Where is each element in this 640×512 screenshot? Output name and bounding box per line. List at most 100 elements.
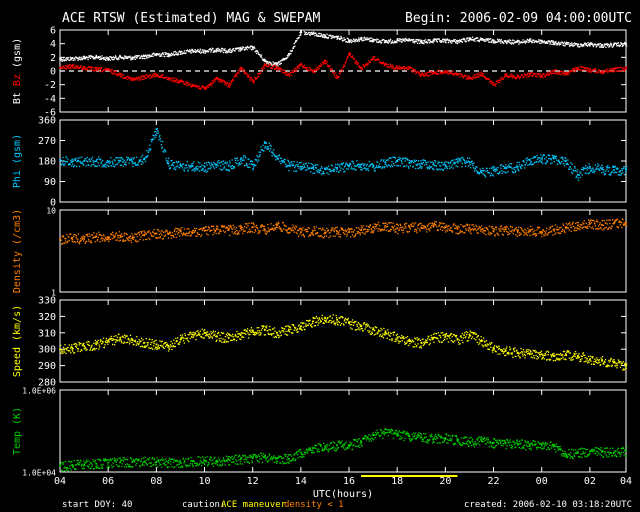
data-dot (391, 161, 393, 163)
data-dot (92, 69, 95, 72)
data-dot (356, 61, 358, 63)
data-dot (549, 226, 551, 228)
data-dot (624, 223, 626, 226)
data-point (444, 70, 447, 72)
data-dot (443, 163, 445, 165)
data-dot (570, 162, 572, 164)
data-dot (233, 76, 235, 78)
data-dot (280, 227, 282, 229)
data-dot (465, 160, 467, 162)
data-dot (378, 41, 380, 43)
data-dot (136, 156, 138, 158)
data-dot (192, 161, 195, 163)
data-dot (599, 46, 601, 48)
data-dot (503, 42, 505, 44)
data-dot (107, 237, 109, 240)
data-dot (553, 42, 555, 45)
data-point (203, 165, 206, 168)
data-dot (463, 159, 465, 162)
data-dot (452, 40, 454, 43)
data-dot (182, 80, 185, 83)
data-dot (152, 72, 155, 75)
data-dot (121, 76, 123, 79)
data-dot (366, 231, 368, 233)
data-dot (221, 50, 223, 52)
data-dot (241, 229, 243, 231)
data-dot (447, 73, 450, 75)
data-dot (540, 42, 542, 44)
data-dot (593, 171, 595, 174)
data-dot (598, 43, 600, 45)
data-dot (468, 165, 470, 167)
data-dot (163, 53, 165, 55)
data-dot (597, 168, 599, 170)
data-dot (194, 51, 197, 54)
data-dot (570, 227, 572, 229)
data-dot (543, 73, 545, 75)
data-dot (203, 52, 205, 54)
data-dot (142, 234, 144, 236)
data-dot (376, 227, 378, 230)
data-dot (606, 70, 608, 73)
data-dot (513, 230, 516, 232)
data-dot (387, 159, 389, 161)
data-dot (322, 171, 324, 173)
data-dot (410, 161, 412, 164)
data-dot (469, 164, 471, 166)
data-dot (310, 69, 313, 71)
data-dot (493, 228, 495, 230)
data-dot (538, 75, 541, 77)
data-dot (604, 173, 607, 175)
data-dot (145, 238, 147, 241)
data-dot (298, 229, 300, 231)
data-dot (137, 163, 139, 165)
data-dot (444, 163, 447, 166)
data-dot (577, 222, 580, 224)
data-dot (141, 78, 143, 80)
data-dot (131, 79, 133, 81)
data-dot (119, 72, 121, 74)
data-dot (586, 169, 588, 171)
data-dot (257, 159, 260, 161)
data-dot (317, 35, 320, 37)
data-dot (292, 224, 294, 226)
data-dot (194, 48, 196, 51)
data-dot (73, 233, 75, 236)
data-dot (151, 76, 153, 79)
data-dot (135, 76, 137, 79)
data-dot (431, 73, 434, 75)
data-dot (123, 159, 125, 162)
data-dot (577, 46, 579, 48)
data-dot (466, 78, 468, 80)
data-dot (454, 163, 456, 165)
data-dot (164, 51, 166, 54)
data-dot (508, 233, 511, 235)
data-dot (282, 59, 284, 61)
data-dot (400, 225, 402, 227)
data-dot (78, 165, 81, 168)
data-dot (126, 238, 129, 240)
data-dot (323, 235, 326, 238)
data-dot (402, 165, 405, 168)
data-dot (232, 48, 235, 50)
data-dot (112, 165, 115, 167)
data-dot (245, 164, 247, 166)
data-dot (570, 69, 572, 72)
data-dot (149, 55, 151, 57)
data-dot (278, 225, 280, 228)
data-dot (352, 161, 354, 163)
data-dot (483, 169, 485, 171)
data-point (203, 229, 206, 232)
y-tick-label: 90 (44, 177, 56, 188)
data-dot (407, 159, 409, 161)
data-dot (152, 75, 154, 77)
data-dot (111, 238, 113, 240)
data-dot (366, 63, 368, 65)
data-dot (157, 75, 160, 77)
data-dot (120, 75, 122, 77)
data-dot (401, 163, 403, 165)
data-dot (224, 81, 227, 83)
data-dot (391, 41, 393, 44)
data-dot (353, 168, 355, 170)
series-bz (59, 52, 628, 91)
